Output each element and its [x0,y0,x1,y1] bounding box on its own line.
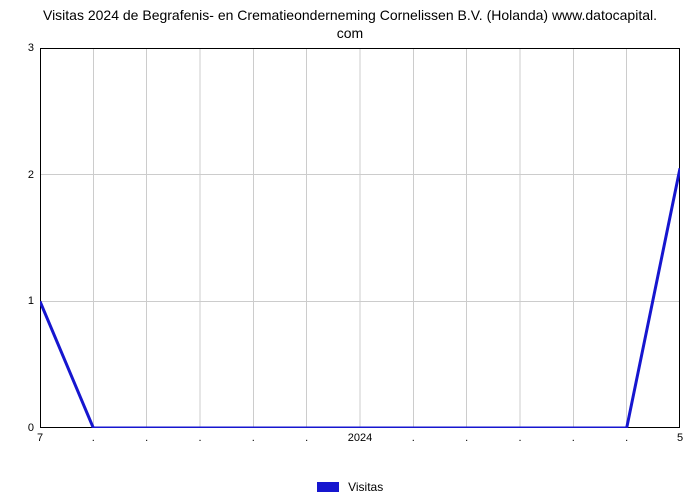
legend-swatch [317,482,339,492]
x-tick-label: . [465,432,468,444]
x-tick-label: . [625,432,628,444]
chart-title: Visitas 2024 de Begrafenis- en Crematieo… [0,0,700,42]
legend: Visitas [0,479,700,494]
x-axis-labels: 7..... 2024..... 5 [40,432,680,452]
chart-container: Visitas 2024 de Begrafenis- en Crematieo… [0,0,700,500]
legend-label: Visitas [348,480,383,494]
x-tick-label: . [305,432,308,444]
chart-svg [40,48,680,428]
x-tick-label: 5 [677,432,683,444]
y-tick-label: 3 [28,42,34,54]
plot-area [40,48,680,428]
x-tick-label: . [198,432,201,444]
x-tick-label: 7 [37,432,43,444]
x-tick-label: . [145,432,148,444]
y-tick-label: 0 [28,422,34,434]
x-tick-label: 2024 [348,432,372,444]
y-tick-label: 2 [28,169,34,181]
title-line-2: com [337,25,363,41]
x-tick-label: . [92,432,95,444]
x-tick-label: . [518,432,521,444]
x-tick-label: . [252,432,255,444]
x-tick-label: . [572,432,575,444]
x-tick-label: . [412,432,415,444]
title-line-1: Visitas 2024 de Begrafenis- en Crematieo… [43,7,657,23]
y-tick-label: 1 [28,295,34,307]
